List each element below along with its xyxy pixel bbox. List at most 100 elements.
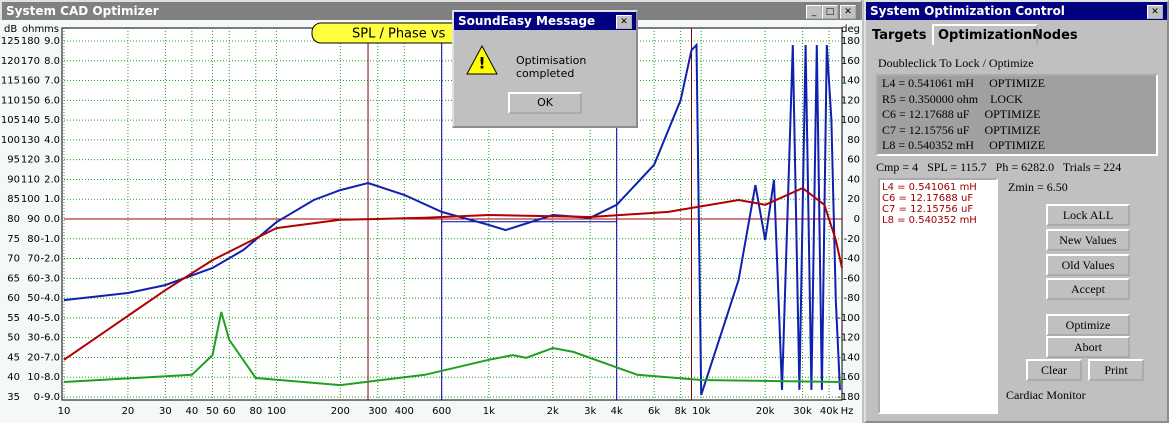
x-tick-label: 20k [756,406,775,417]
max-button[interactable]: □ [822,5,838,19]
y2-unit: deg [841,24,860,35]
button[interactable]: New Values [1046,229,1130,251]
list-item[interactable]: C6 = 12.17688 uF OPTIMIZE [882,107,1041,121]
ms-tick-label: 0.0 [44,214,60,225]
y2-tick-label: 100 [841,115,860,126]
control-window: System Optimization Control ✕ Targets Op… [864,0,1169,423]
ohm-tick-label: 80 [27,234,40,245]
y2-tick-label: -140 [837,352,860,363]
y-tick-label: 95 [7,155,20,166]
curve [63,311,843,387]
y2-tick-label: -100 [837,313,860,324]
dialog-title-bar: SoundEasy Message [454,12,636,30]
list-item[interactable]: R5 = 0.350000 ohm LOCK [882,91,1023,106]
dialog-close[interactable]: ✕ [616,15,632,29]
ohm-tick-label: 20 [27,352,40,363]
y-tick-label: 85 [7,194,20,205]
tab-active[interactable]: Optimization [932,24,1039,45]
ms-tick-label: -1.0 [40,234,60,245]
ms-tick-label: 9.0 [44,36,60,47]
chart: 1251201151101051009590858075706560555045… [0,20,862,423]
y2-tick-label: -160 [837,372,860,383]
button[interactable]: Print [1088,359,1144,381]
ohm-tick-label: 10 [27,372,40,383]
x-tick-label: 1k [483,406,495,417]
x-tick-label: 40 [186,406,199,417]
y-tick-label: 55 [7,313,20,324]
button[interactable]: Abort [1046,336,1130,358]
x-tick-label: 10 [58,406,71,417]
y-unit: ohm [22,24,44,35]
ohm-tick-label: 50 [27,293,40,304]
y2-tick-label: -180 [837,392,860,403]
x-tick-label: 40k [820,406,839,417]
y-tick-label: 75 [7,234,20,245]
param-list[interactable]: L4 = 0.541061 mH OPTIMIZE R5 = 0.350000 o… [876,74,1158,156]
x-tick-label: 30 [159,406,172,417]
y-unit: ms [44,24,59,35]
ms-tick-label: -3.0 [40,273,60,284]
ms-tick-label: -8.0 [40,372,60,383]
y-tick-label: 80 [7,214,20,225]
y2-tick-label: -20 [844,234,860,245]
ms-tick-label: 5.0 [44,115,60,126]
ms-tick-label: -9.0 [40,392,60,403]
dialog-message: Optimisation completed [516,54,587,80]
button[interactable]: Old Values [1046,254,1130,276]
x-tick-label: 300 [368,406,387,417]
ms-tick-label: -7.0 [40,352,60,363]
close-button[interactable]: ✕ [840,5,856,19]
min-button[interactable]: _ [806,5,822,19]
button[interactable]: Optimize [1046,314,1130,336]
x-tick-label: 400 [395,406,414,417]
ms-tick-label: 3.0 [44,155,60,166]
control-close[interactable]: ✕ [1147,5,1163,19]
chart-title: SPL / Phase vs [352,27,446,42]
x-tick-label: 30k [793,406,812,417]
monitor-label: Cardiac Monitor [1006,388,1086,402]
x-tick-label: 6k [648,406,660,417]
ohm-tick-label: 180 [21,36,40,47]
dialog: SoundEasy Message ✕ ! Optimisation compl… [452,10,638,128]
warning-icon: ! [466,44,498,75]
tab[interactable]: Targets [872,28,927,43]
x-tick-label: 600 [432,406,451,417]
ohm-tick-label: 90 [27,214,40,225]
ohm-tick-label: 170 [21,56,40,67]
x-tick-label: 20 [122,406,135,417]
ohm-tick-label: 120 [21,155,40,166]
x-tick-label: 2k [547,406,559,417]
button[interactable]: Lock ALL [1046,204,1130,226]
y-tick-label: 120 [1,56,20,67]
y2-tick-label: 140 [841,76,860,87]
x-tick-label: 200 [331,406,350,417]
list-item[interactable]: L4 = 0.541061 mH OPTIMIZE [882,76,1046,90]
ms-tick-label: -5.0 [40,313,60,324]
y-tick-label: 110 [1,95,20,106]
svg-text:!: ! [478,54,485,73]
ohm-tick-label: 40 [27,313,40,324]
value-line: C6 = 12.17688 uF [882,193,974,204]
y-tick-label: 100 [1,135,20,146]
button[interactable]: Accept [1046,278,1130,300]
x-tick-label: 3k [584,406,596,417]
ms-tick-label: 6.0 [44,95,60,106]
button[interactable]: Clear [1026,359,1082,381]
ms-tick-label: -4.0 [40,293,60,304]
y-tick-label: 90 [7,174,20,185]
dialog-title: SoundEasy Message [458,14,596,28]
ohm-tick-label: 60 [27,273,40,284]
ms-tick-label: 4.0 [44,135,60,146]
title-bar: System CAD Optimizer [2,2,860,20]
y2-tick-label: 40 [847,174,860,185]
ohm-tick-label: 150 [21,95,40,106]
y2-tick-label: -80 [844,293,860,304]
list-item[interactable]: C7 = 12.15756 uF OPTIMIZE [882,122,1041,137]
y-tick-label: 40 [7,372,20,383]
ok-button[interactable]: OK [508,92,582,114]
x-tick-label: 60 [223,406,236,417]
ohm-tick-label: 140 [21,115,40,126]
tab[interactable]: Nodes [1032,28,1078,43]
list-item[interactable]: L8 = 0.540352 mH OPTIMIZE [882,138,1046,152]
